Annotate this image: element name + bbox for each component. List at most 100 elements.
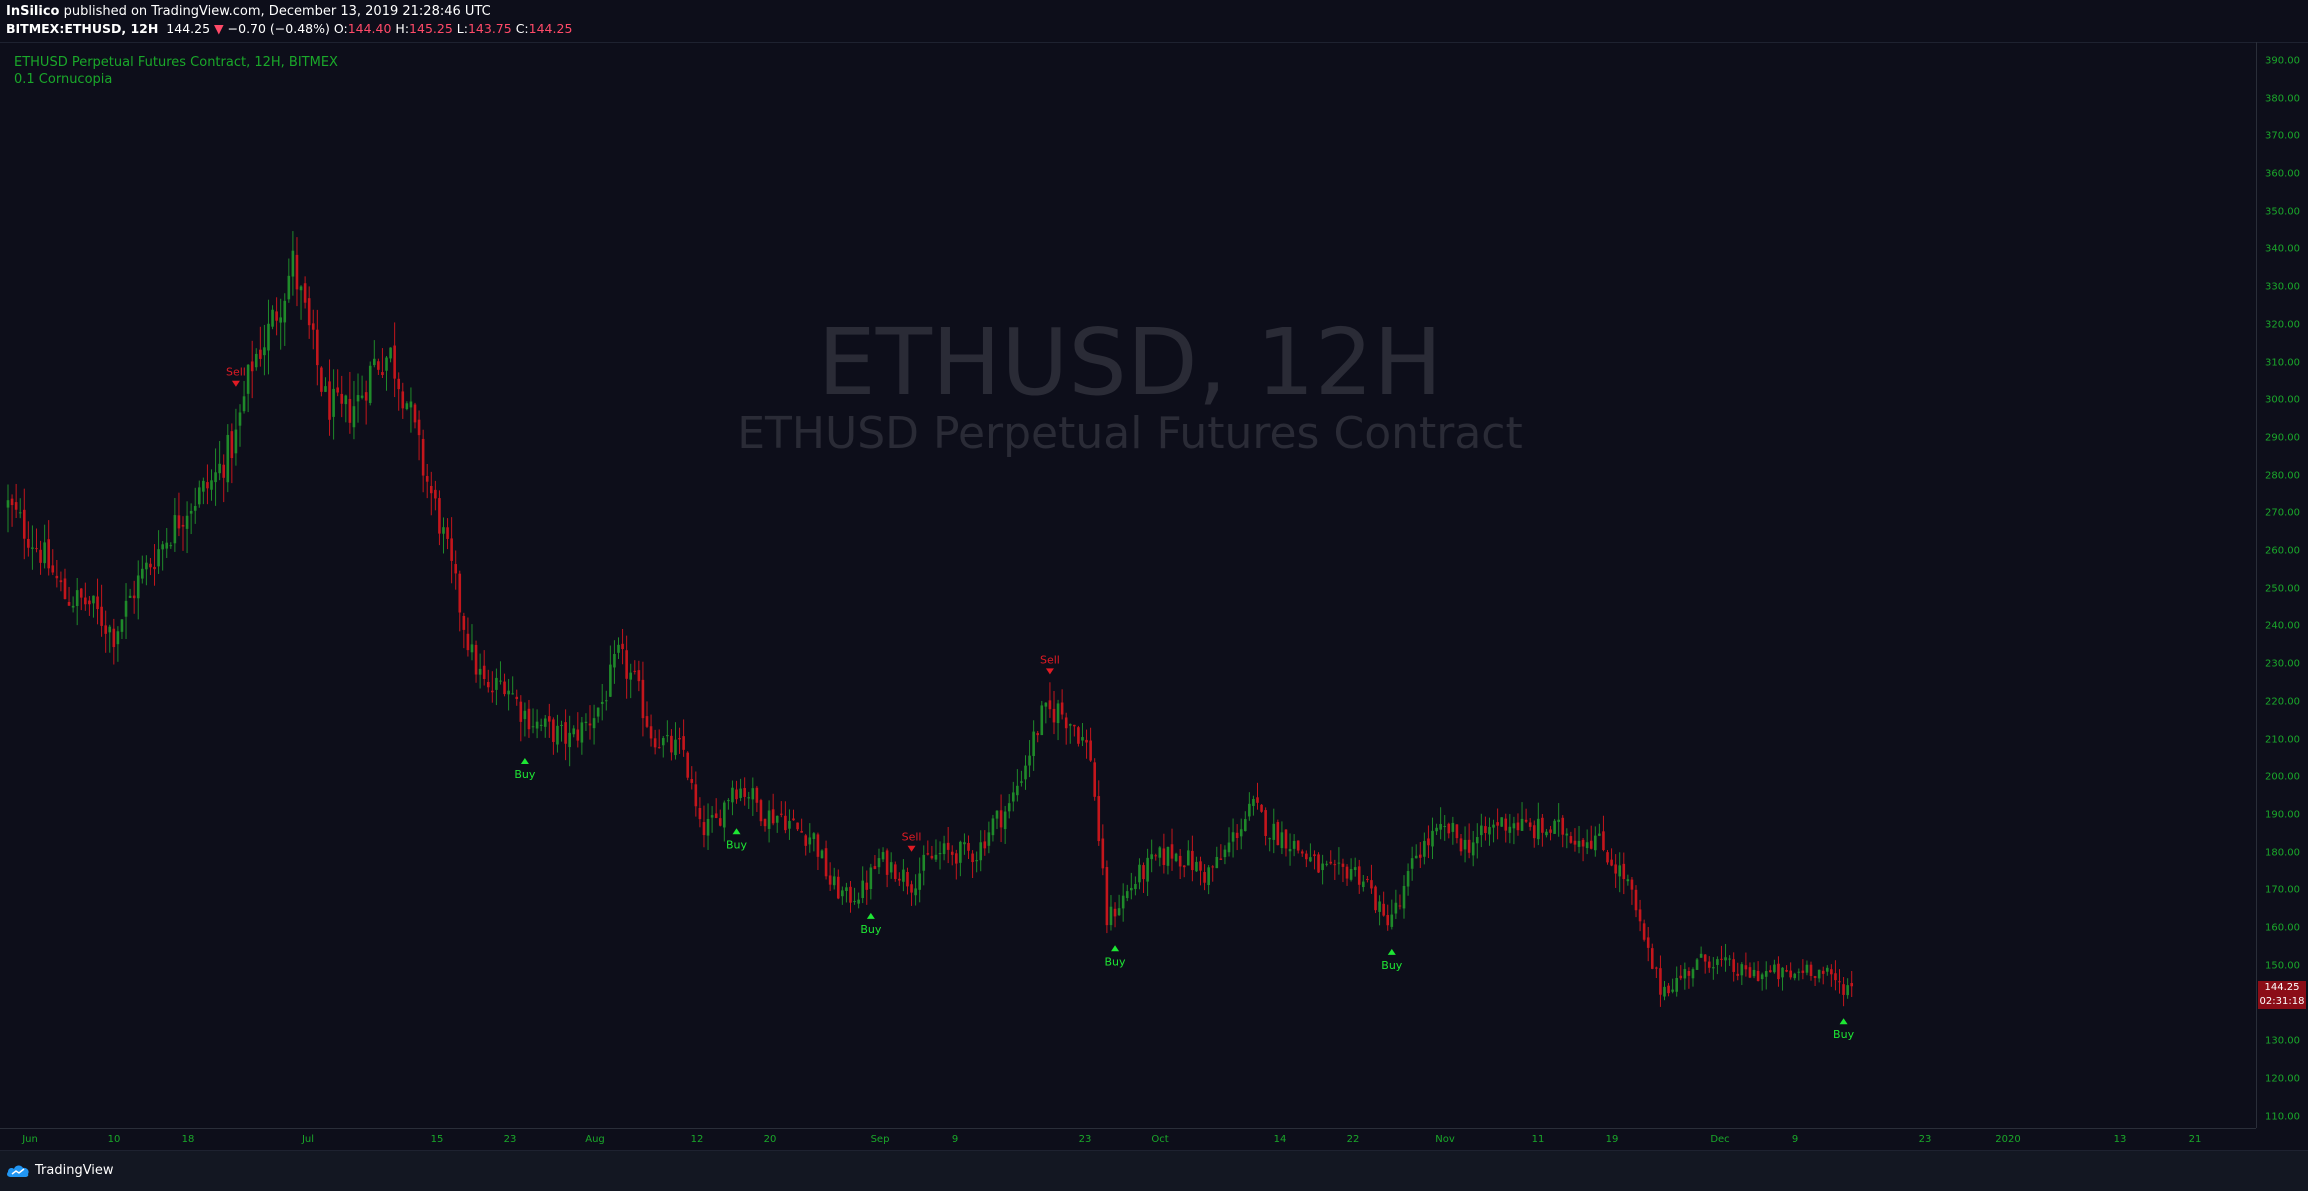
- candle-body: [1549, 829, 1552, 833]
- candle-body: [885, 850, 889, 875]
- candle-body: [1215, 856, 1219, 869]
- candle-body: [1581, 839, 1585, 847]
- candle-body: [1296, 840, 1300, 851]
- time-tick-label: 11: [1531, 1134, 1545, 1145]
- sell-signal[interactable]: Sell: [226, 366, 246, 387]
- candle-body: [1789, 970, 1792, 978]
- buy-signal[interactable]: Buy: [860, 912, 882, 936]
- candle-body: [694, 784, 698, 807]
- buy-signal[interactable]: Buy: [1381, 948, 1403, 972]
- candle-body: [775, 815, 779, 823]
- signal-label: Buy: [1833, 1028, 1855, 1041]
- candle-body: [1032, 731, 1035, 757]
- candle-body: [1675, 977, 1678, 992]
- time-axis[interactable]: Jun 10 18 Jul 15 23 Aug 12 20 Sep 9 23 Oct 14 22 Nov 11 1…: [0, 1128, 2256, 1151]
- price-tick-label: 200.00: [2265, 771, 2300, 783]
- candle-body: [169, 545, 173, 547]
- price-tick-label: 390.00: [2265, 55, 2300, 67]
- candle-body: [1044, 702, 1048, 707]
- candle-body: [1634, 889, 1638, 911]
- candle-body: [499, 680, 502, 682]
- candle-body: [698, 807, 702, 820]
- candle-body: [727, 800, 730, 802]
- candle-body: [1427, 838, 1430, 846]
- candle-body: [641, 679, 645, 719]
- candle-body: [1081, 737, 1084, 741]
- candle-body: [1300, 851, 1304, 854]
- candle-body: [197, 487, 201, 505]
- candlestick-plot[interactable]: ETHUSD, 12H ETHUSD Perpetual Futures Con…: [0, 42, 2256, 1128]
- candle-body: [1720, 958, 1723, 960]
- price-tick-label: 110.00: [2265, 1111, 2300, 1123]
- candle-body: [491, 690, 494, 693]
- buy-signal[interactable]: Buy: [726, 828, 748, 851]
- candle-body: [1333, 864, 1337, 866]
- sell-signal[interactable]: Sell: [1040, 653, 1060, 675]
- candle-body: [141, 568, 144, 579]
- candle-body: [246, 364, 250, 394]
- chart-pane[interactable]: ETHUSD, 12H ETHUSD Perpetual Futures Con…: [0, 42, 2256, 1128]
- candle-body: [1467, 839, 1471, 853]
- candle-body: [136, 575, 140, 599]
- candle-body: [1492, 824, 1495, 828]
- candle-body: [177, 515, 181, 529]
- candle-body: [279, 317, 282, 323]
- candle-body: [832, 876, 836, 886]
- candle-body: [950, 851, 954, 855]
- series-title[interactable]: ETHUSD Perpetual Futures Contract, 12H, …: [14, 55, 338, 70]
- candle-body: [1638, 909, 1642, 922]
- price-tick-label: 160.00: [2265, 922, 2300, 934]
- time-tick-label: 23: [503, 1134, 517, 1145]
- candle-body: [1830, 969, 1833, 975]
- candle-body: [482, 665, 486, 680]
- tradingview-logo[interactable]: TradingView: [6, 1163, 114, 1178]
- candle-body: [185, 515, 189, 529]
- time-tick-label: 9: [951, 1134, 959, 1145]
- candle-body: [1622, 863, 1626, 880]
- candle-body: [975, 860, 978, 862]
- candle-body: [690, 779, 694, 783]
- candle-body: [1809, 964, 1813, 976]
- candle-body: [1569, 836, 1573, 843]
- buy-signal[interactable]: Buy: [514, 758, 536, 781]
- candle-body: [1182, 865, 1186, 868]
- buy-signal[interactable]: Buy: [1833, 1018, 1855, 1041]
- candle-body: [1256, 797, 1259, 803]
- candle-body: [1512, 823, 1516, 829]
- candle-body: [568, 732, 571, 748]
- candle-body: [657, 747, 661, 749]
- buy-signal[interactable]: Buy: [1105, 945, 1127, 968]
- candle-body: [1471, 842, 1475, 856]
- candle-body: [1451, 822, 1455, 832]
- price-tick-label: 130.00: [2265, 1035, 2300, 1047]
- candle-body: [686, 752, 689, 778]
- indicator-title[interactable]: 0.1 Cornucopia: [14, 72, 113, 87]
- candle-body: [1484, 826, 1487, 833]
- candle-body: [299, 286, 303, 291]
- candle-body: [263, 347, 266, 356]
- candle-body: [324, 386, 327, 392]
- candle-body: [511, 693, 514, 695]
- candle-body: [1366, 878, 1369, 881]
- symbol-label[interactable]: BITMEX:ETHUSD, 12H: [6, 21, 159, 36]
- candle-body: [902, 869, 905, 882]
- candle-body: [609, 664, 612, 697]
- candle-body: [84, 597, 87, 605]
- author-name[interactable]: InSilico: [6, 4, 60, 19]
- candle-body: [267, 323, 270, 351]
- candle-body: [955, 853, 958, 864]
- candle-body: [723, 802, 726, 828]
- price-tick-label: 380.00: [2265, 93, 2300, 105]
- sell-signal[interactable]: Sell: [902, 831, 922, 852]
- time-tick-label: 19: [1605, 1134, 1619, 1145]
- candle-body: [869, 867, 873, 890]
- candle-body: [670, 735, 673, 753]
- candle-body: [556, 725, 559, 745]
- candle-body: [39, 549, 42, 563]
- candle-body: [767, 810, 771, 829]
- candle-body: [1594, 835, 1597, 851]
- candle-body: [1093, 762, 1096, 797]
- candle-body: [507, 690, 510, 695]
- candle-body: [336, 387, 339, 393]
- price-axis[interactable]: 110.00120.00130.00140.00150.00160.00170.…: [2256, 42, 2308, 1128]
